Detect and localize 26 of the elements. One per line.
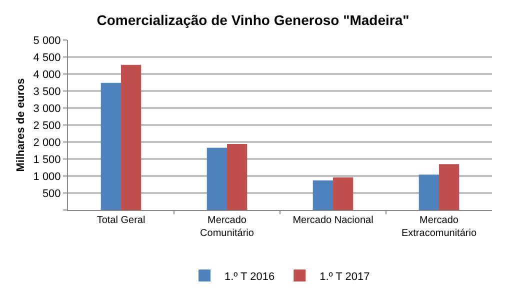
legend-label: 1.º T 2016 [224,270,275,283]
x-tick-label: Mercado Comunitário [200,215,254,239]
y-tick-label: 1 500 [33,154,61,166]
y-tick-label: 4 000 [33,68,61,81]
bar [100,82,121,210]
bar [333,177,354,210]
bar [418,174,439,210]
bar [206,148,227,210]
y-tick-label: 3 500 [33,86,61,98]
x-tick-label: Total Geral [96,215,146,226]
x-tick-label: Mercado Extracomunitário [401,215,477,239]
bar [439,164,460,210]
y-tick-label: 1 000 [33,170,61,183]
y-tick-label: 5 000 [33,34,61,47]
chart-title: Comercialização de Vinho Generoso "Madeira" [96,12,410,28]
bar [312,180,333,210]
bar [227,144,248,210]
bar [121,64,142,210]
legend-label: 1.º T 2017 [320,270,370,283]
y-tick-label: 3 000 [33,102,61,115]
y-tick-label: 2 500 [33,120,61,132]
y-tick-label: 2 000 [33,136,61,149]
y-tick-label: 4 500 [33,52,61,64]
y-axis-title: Milhares de euros [14,78,27,172]
y-tick-label: 500 [42,188,61,200]
x-tick-label: Mercado Nacional [292,215,374,226]
